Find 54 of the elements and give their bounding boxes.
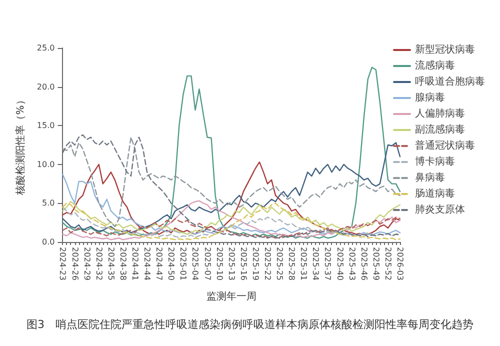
x-tick-label: 2025-37 <box>323 247 332 280</box>
y-axis-title: 核酸检测阳性率（%） <box>14 95 26 196</box>
caption: 图3 哨点医院住院严重急性呼吸道感染病例呼吸道样本病原体核酸检测阳性率每周变化趋势 <box>26 318 474 331</box>
x-tick-label: 2025-19 <box>250 247 260 280</box>
x-tick-label: 2024-50 <box>166 247 176 280</box>
x-tick-label: 2024-32 <box>94 247 104 280</box>
x-tick-label: 2025-46 <box>359 247 368 280</box>
x-tick-label: 2025-52 <box>383 247 392 280</box>
legend-label: 人偏肺病毒 <box>415 108 465 120</box>
x-tick-label: 2025-22 <box>262 247 272 280</box>
legend-label: 肺炎支原体 <box>415 204 465 216</box>
x-tick-label: 2024-47 <box>154 247 164 280</box>
x-tick-label: 2025-10 <box>214 247 224 280</box>
x-tick-label: 2024-44 <box>142 247 152 280</box>
line-series <box>62 216 401 239</box>
x-tick-label: 2025-43 <box>347 247 356 280</box>
legend-label: 呼吸道合胞病毒 <box>415 76 485 88</box>
x-tick-label: 2025-01 <box>178 247 188 280</box>
x-tick-label: 2024-26 <box>70 247 80 280</box>
x-tick-label: 2025-40 <box>335 247 344 280</box>
x-tick-label: 2025-34 <box>311 247 320 280</box>
y-tick-label: 20.0 <box>36 82 55 92</box>
legend-label: 肠道病毒 <box>415 188 455 200</box>
x-tick-label: 2024-29 <box>82 247 92 280</box>
line-series <box>62 174 401 236</box>
y-tick-label: 0.0 <box>42 238 55 246</box>
y-tick-label: 5.0 <box>42 198 55 208</box>
x-tick-label: 2024-38 <box>118 247 128 280</box>
legend-label: 副流感病毒 <box>415 124 465 136</box>
line-series <box>62 201 401 235</box>
x-tick-label: 2025-25 <box>275 247 284 280</box>
line-series <box>62 66 401 239</box>
legend-label: 流感病毒 <box>415 60 455 72</box>
x-tick-label: 2025-16 <box>238 247 248 280</box>
x-tick-label: 2025-07 <box>202 247 212 280</box>
legend-label: 新型冠状病毒 <box>415 44 475 56</box>
legend-label: 普通冠状病毒 <box>415 140 475 152</box>
x-tick-label: 2024-41 <box>130 247 140 280</box>
x-tick-label: 2024-23 <box>58 247 68 280</box>
y-tick-label: 25.0 <box>36 44 55 52</box>
line-series <box>62 161 401 236</box>
legend-label: 鼻病毒 <box>415 172 445 184</box>
legend-label: 博卡病毒 <box>415 156 455 168</box>
legend-label: 腺病毒 <box>415 92 445 104</box>
x-tick-label: 2025-49 <box>371 247 380 280</box>
y-tick-label: 15.0 <box>36 121 55 130</box>
x-tick-label: 2024-35 <box>106 247 116 280</box>
x-tick-label: 2025-13 <box>226 247 236 280</box>
y-tick-label: 10.0 <box>36 160 55 169</box>
x-tick-label: 2025-28 <box>287 247 296 280</box>
x-tick-label: 2025-31 <box>299 247 308 280</box>
x-tick-label: 2026-03 <box>396 247 404 280</box>
x-tick-label: 2025-04 <box>190 247 200 280</box>
x-axis-title: 监测年一周 <box>206 290 256 302</box>
